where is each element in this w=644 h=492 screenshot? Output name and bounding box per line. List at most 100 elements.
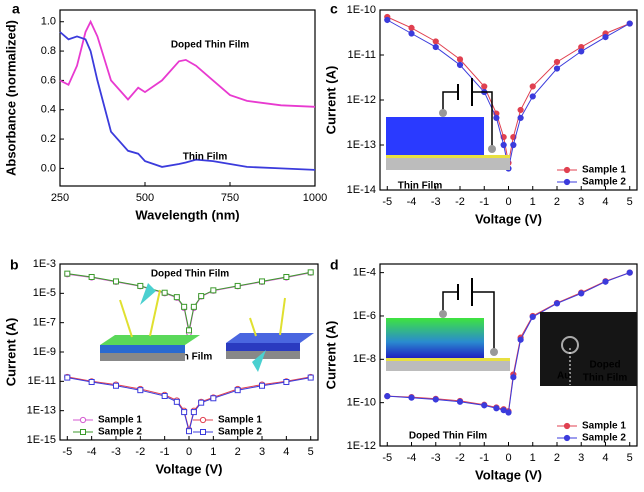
x-tick-label: 500	[136, 192, 154, 204]
marker	[307, 374, 314, 381]
marker	[553, 58, 561, 66]
x-tick-label: -4	[407, 196, 417, 208]
x-tick-label: -1	[479, 196, 489, 208]
marker	[181, 409, 188, 416]
legend-label: Sample 2	[582, 177, 626, 188]
y-tick-label: 1E-10	[347, 397, 376, 409]
marker	[602, 33, 609, 41]
y-tick-label: 1E-9	[33, 346, 56, 358]
legend-label: Sample 1	[582, 165, 626, 176]
x-tick-label: -3	[431, 196, 441, 208]
marker	[626, 20, 633, 27]
marker	[186, 327, 192, 334]
y-tick-label: 1E-3	[33, 258, 56, 270]
marker	[210, 287, 217, 294]
annotation: Doped Thin Film	[409, 431, 487, 442]
x-tick-label: -1	[479, 452, 489, 464]
x-tick-label: 3	[578, 196, 584, 208]
device-inset	[386, 358, 510, 361]
annotation: Thin Film	[168, 352, 213, 363]
marker	[190, 303, 197, 310]
series-line	[59, 19, 316, 108]
light-arrow	[252, 350, 266, 372]
x-tick-label: -4	[407, 452, 417, 464]
y-tick-label: 1E-14	[347, 184, 376, 196]
x-tick-label: 2	[235, 446, 241, 458]
marker	[64, 374, 71, 381]
x-tick-label: -1	[160, 446, 170, 458]
y-tick-label: 1.0	[41, 16, 56, 28]
x-tick-label: 0	[505, 196, 511, 208]
marker	[112, 382, 119, 389]
probe	[279, 297, 286, 336]
x-tick-label: -5	[62, 446, 72, 458]
legend-swatch	[563, 166, 571, 174]
legend-label: Sample 2	[582, 433, 626, 444]
marker	[198, 293, 205, 300]
photo-inset	[540, 312, 637, 386]
x-tick-label: -4	[87, 446, 97, 458]
marker	[112, 278, 119, 285]
device-inset	[100, 335, 200, 345]
panel-letter: c	[330, 1, 338, 17]
x-tick-label: 250	[51, 192, 69, 204]
marker	[517, 106, 524, 114]
x-tick-label: -2	[455, 196, 465, 208]
marker	[234, 387, 241, 394]
inset-label: Thin Film	[583, 373, 628, 384]
y-tick-label: 1E-10	[347, 4, 376, 16]
y-tick-label: 0.6	[41, 74, 56, 86]
x-tick-label: 1	[530, 196, 536, 208]
panel-letter: d	[330, 257, 339, 273]
y-axis-title: Current (A)	[323, 66, 338, 135]
series-line	[67, 272, 311, 333]
marker	[481, 402, 488, 409]
y-tick-label: 0.8	[41, 45, 56, 57]
device-inset	[386, 318, 484, 358]
y-tick-label: 0.2	[41, 133, 56, 145]
marker	[493, 114, 500, 122]
x-tick-label: -3	[111, 446, 121, 458]
x-tick-label: 1	[210, 446, 216, 458]
x-tick-label: -5	[382, 196, 392, 208]
contact	[490, 348, 498, 356]
marker	[283, 273, 290, 280]
inset-label: Doped	[589, 360, 620, 371]
panel: c -5 -4 -3 -2 -1 0 1 2 3 4 5 1E-10 1E-11 1E-12 1E-13 1E-…	[323, 1, 638, 226]
x-axis-title: Wavelength (nm)	[135, 207, 239, 222]
legend-swatch	[563, 422, 571, 430]
probe	[249, 317, 257, 337]
marker	[500, 141, 507, 149]
marker	[181, 303, 188, 310]
marker	[432, 38, 439, 45]
x-axis-title: Voltage (V)	[475, 211, 542, 226]
x-tick-label: 4	[283, 446, 289, 458]
marker	[553, 65, 561, 72]
marker	[578, 48, 585, 55]
x-tick-label: 2	[554, 196, 560, 208]
device-inset	[100, 345, 185, 353]
marker	[432, 43, 439, 51]
annotation: Doped Thin Film	[151, 269, 229, 280]
marker	[137, 387, 144, 394]
marker	[234, 282, 241, 289]
panel: b -5 -4 -3 -2 -1 0 1 2 3 4 5 1E-3 1E-5 1E-7 1E-9 1E-11 1E…	[3, 257, 319, 476]
marker	[456, 398, 464, 405]
legend-label: Sample 2	[98, 427, 142, 438]
marker	[190, 409, 197, 416]
contact	[439, 109, 447, 117]
legend-swatch	[200, 429, 206, 435]
y-tick-label: 1E-11	[27, 375, 56, 387]
panel-letter: b	[10, 257, 19, 273]
legend-label: Sample 2	[218, 427, 262, 438]
x-tick-label: 2	[554, 452, 560, 464]
x-tick-label: 4	[602, 452, 608, 464]
device-inset	[226, 343, 300, 351]
marker	[626, 269, 633, 276]
marker	[408, 394, 415, 401]
annotation: Thin Film	[398, 181, 443, 192]
marker	[529, 83, 536, 90]
marker	[517, 114, 524, 122]
probe	[119, 299, 133, 338]
